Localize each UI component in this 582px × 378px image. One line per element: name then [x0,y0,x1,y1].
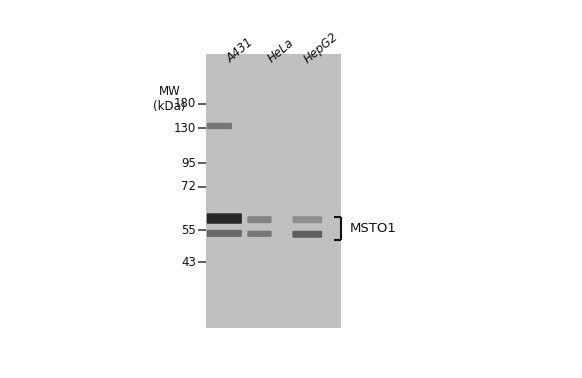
Text: 180: 180 [173,97,196,110]
FancyBboxPatch shape [247,231,272,237]
FancyBboxPatch shape [206,54,341,328]
FancyBboxPatch shape [207,213,242,224]
Text: HeLa: HeLa [265,37,296,66]
FancyBboxPatch shape [292,231,322,238]
Text: A431: A431 [225,36,256,66]
Text: 130: 130 [173,122,196,135]
FancyBboxPatch shape [247,216,272,223]
Text: 72: 72 [181,180,196,193]
FancyBboxPatch shape [207,230,242,237]
Text: 43: 43 [181,256,196,269]
FancyBboxPatch shape [292,216,322,223]
Text: 95: 95 [181,157,196,170]
Text: HepG2: HepG2 [301,30,340,66]
Text: 55: 55 [181,224,196,237]
FancyBboxPatch shape [207,123,232,129]
Text: MSTO1: MSTO1 [350,222,397,235]
Text: MW
(kDa): MW (kDa) [154,85,186,113]
